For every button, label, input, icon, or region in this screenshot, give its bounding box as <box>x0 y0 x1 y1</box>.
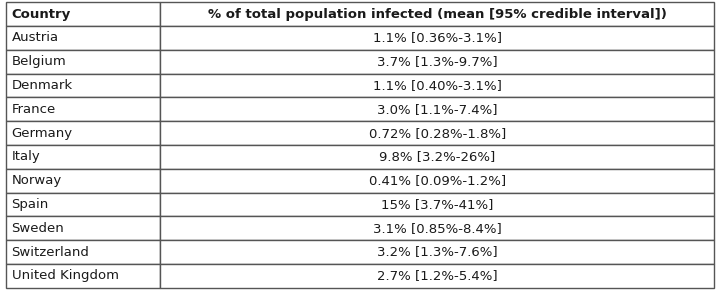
Text: Belgium: Belgium <box>12 55 66 68</box>
Bar <box>6 74 161 97</box>
Text: 1.1% [0.36%-3.1%]: 1.1% [0.36%-3.1%] <box>373 32 502 44</box>
Bar <box>6 240 161 264</box>
Bar <box>161 97 714 121</box>
Bar <box>161 74 714 97</box>
Text: 3.7% [1.3%-9.7%]: 3.7% [1.3%-9.7%] <box>377 55 498 68</box>
Bar <box>161 145 714 169</box>
Text: 0.41% [0.09%-1.2%]: 0.41% [0.09%-1.2%] <box>369 174 505 187</box>
Text: Germany: Germany <box>12 127 73 139</box>
Bar <box>161 264 714 288</box>
Bar <box>6 121 161 145</box>
Text: Sweden: Sweden <box>12 222 64 235</box>
Text: Country: Country <box>12 8 71 21</box>
Bar <box>161 240 714 264</box>
Bar <box>6 50 161 74</box>
Text: 3.1% [0.85%-8.4%]: 3.1% [0.85%-8.4%] <box>373 222 502 235</box>
Text: Denmark: Denmark <box>12 79 73 92</box>
Bar <box>161 169 714 193</box>
Text: Austria: Austria <box>12 32 58 44</box>
Text: Spain: Spain <box>12 198 49 211</box>
Bar <box>6 2 161 26</box>
Text: % of total population infected (mean [95% credible interval]): % of total population infected (mean [95… <box>208 8 667 21</box>
Text: France: France <box>12 103 55 116</box>
Bar <box>161 216 714 240</box>
Bar <box>6 26 161 50</box>
Text: 1.1% [0.40%-3.1%]: 1.1% [0.40%-3.1%] <box>373 79 502 92</box>
Bar <box>161 2 714 26</box>
Bar <box>161 121 714 145</box>
Bar <box>6 97 161 121</box>
Bar <box>161 26 714 50</box>
Text: Norway: Norway <box>12 174 62 187</box>
Bar <box>6 145 161 169</box>
Text: 15% [3.7%-41%]: 15% [3.7%-41%] <box>381 198 493 211</box>
Text: Italy: Italy <box>12 151 40 163</box>
Bar <box>6 169 161 193</box>
Bar <box>6 216 161 240</box>
Text: United Kingdom: United Kingdom <box>12 269 119 282</box>
Bar <box>161 50 714 74</box>
Bar <box>6 193 161 216</box>
Bar <box>161 193 714 216</box>
Text: 3.2% [1.3%-7.6%]: 3.2% [1.3%-7.6%] <box>377 246 498 258</box>
Text: 9.8% [3.2%-26%]: 9.8% [3.2%-26%] <box>379 151 495 163</box>
Text: 3.0% [1.1%-7.4%]: 3.0% [1.1%-7.4%] <box>377 103 498 116</box>
Bar <box>6 264 161 288</box>
Text: 2.7% [1.2%-5.4%]: 2.7% [1.2%-5.4%] <box>377 269 498 282</box>
Text: 0.72% [0.28%-1.8%]: 0.72% [0.28%-1.8%] <box>369 127 506 139</box>
Text: Switzerland: Switzerland <box>12 246 89 258</box>
